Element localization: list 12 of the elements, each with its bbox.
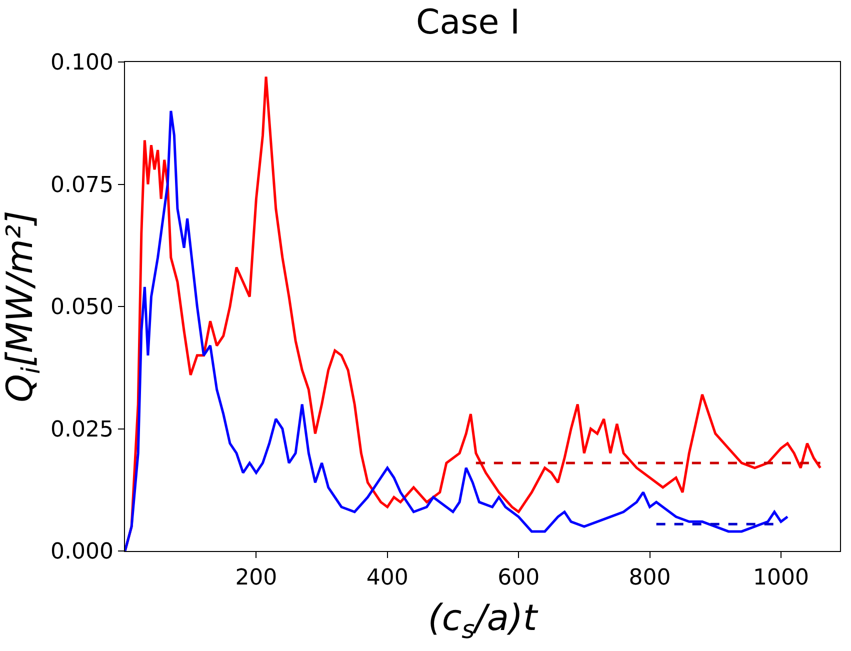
y-tick-label: 0.100 bbox=[50, 50, 114, 76]
y-tick-label: 0.000 bbox=[50, 540, 114, 565]
x-tick-label: 600 bbox=[498, 566, 540, 590]
chart-title: Case I bbox=[416, 2, 520, 43]
x-axis-title: (c$_{s}$/a)t bbox=[428, 598, 540, 644]
y-tick-label: 0.050 bbox=[50, 295, 114, 320]
y-tick-label: 0.025 bbox=[50, 417, 114, 442]
y-tick-label: 0.075 bbox=[50, 172, 114, 198]
x-tick-label: 200 bbox=[235, 566, 278, 590]
x-tick-label: 800 bbox=[628, 566, 671, 590]
x-tick-label: 400 bbox=[366, 566, 408, 590]
x-tick-label: 1000 bbox=[752, 566, 809, 590]
